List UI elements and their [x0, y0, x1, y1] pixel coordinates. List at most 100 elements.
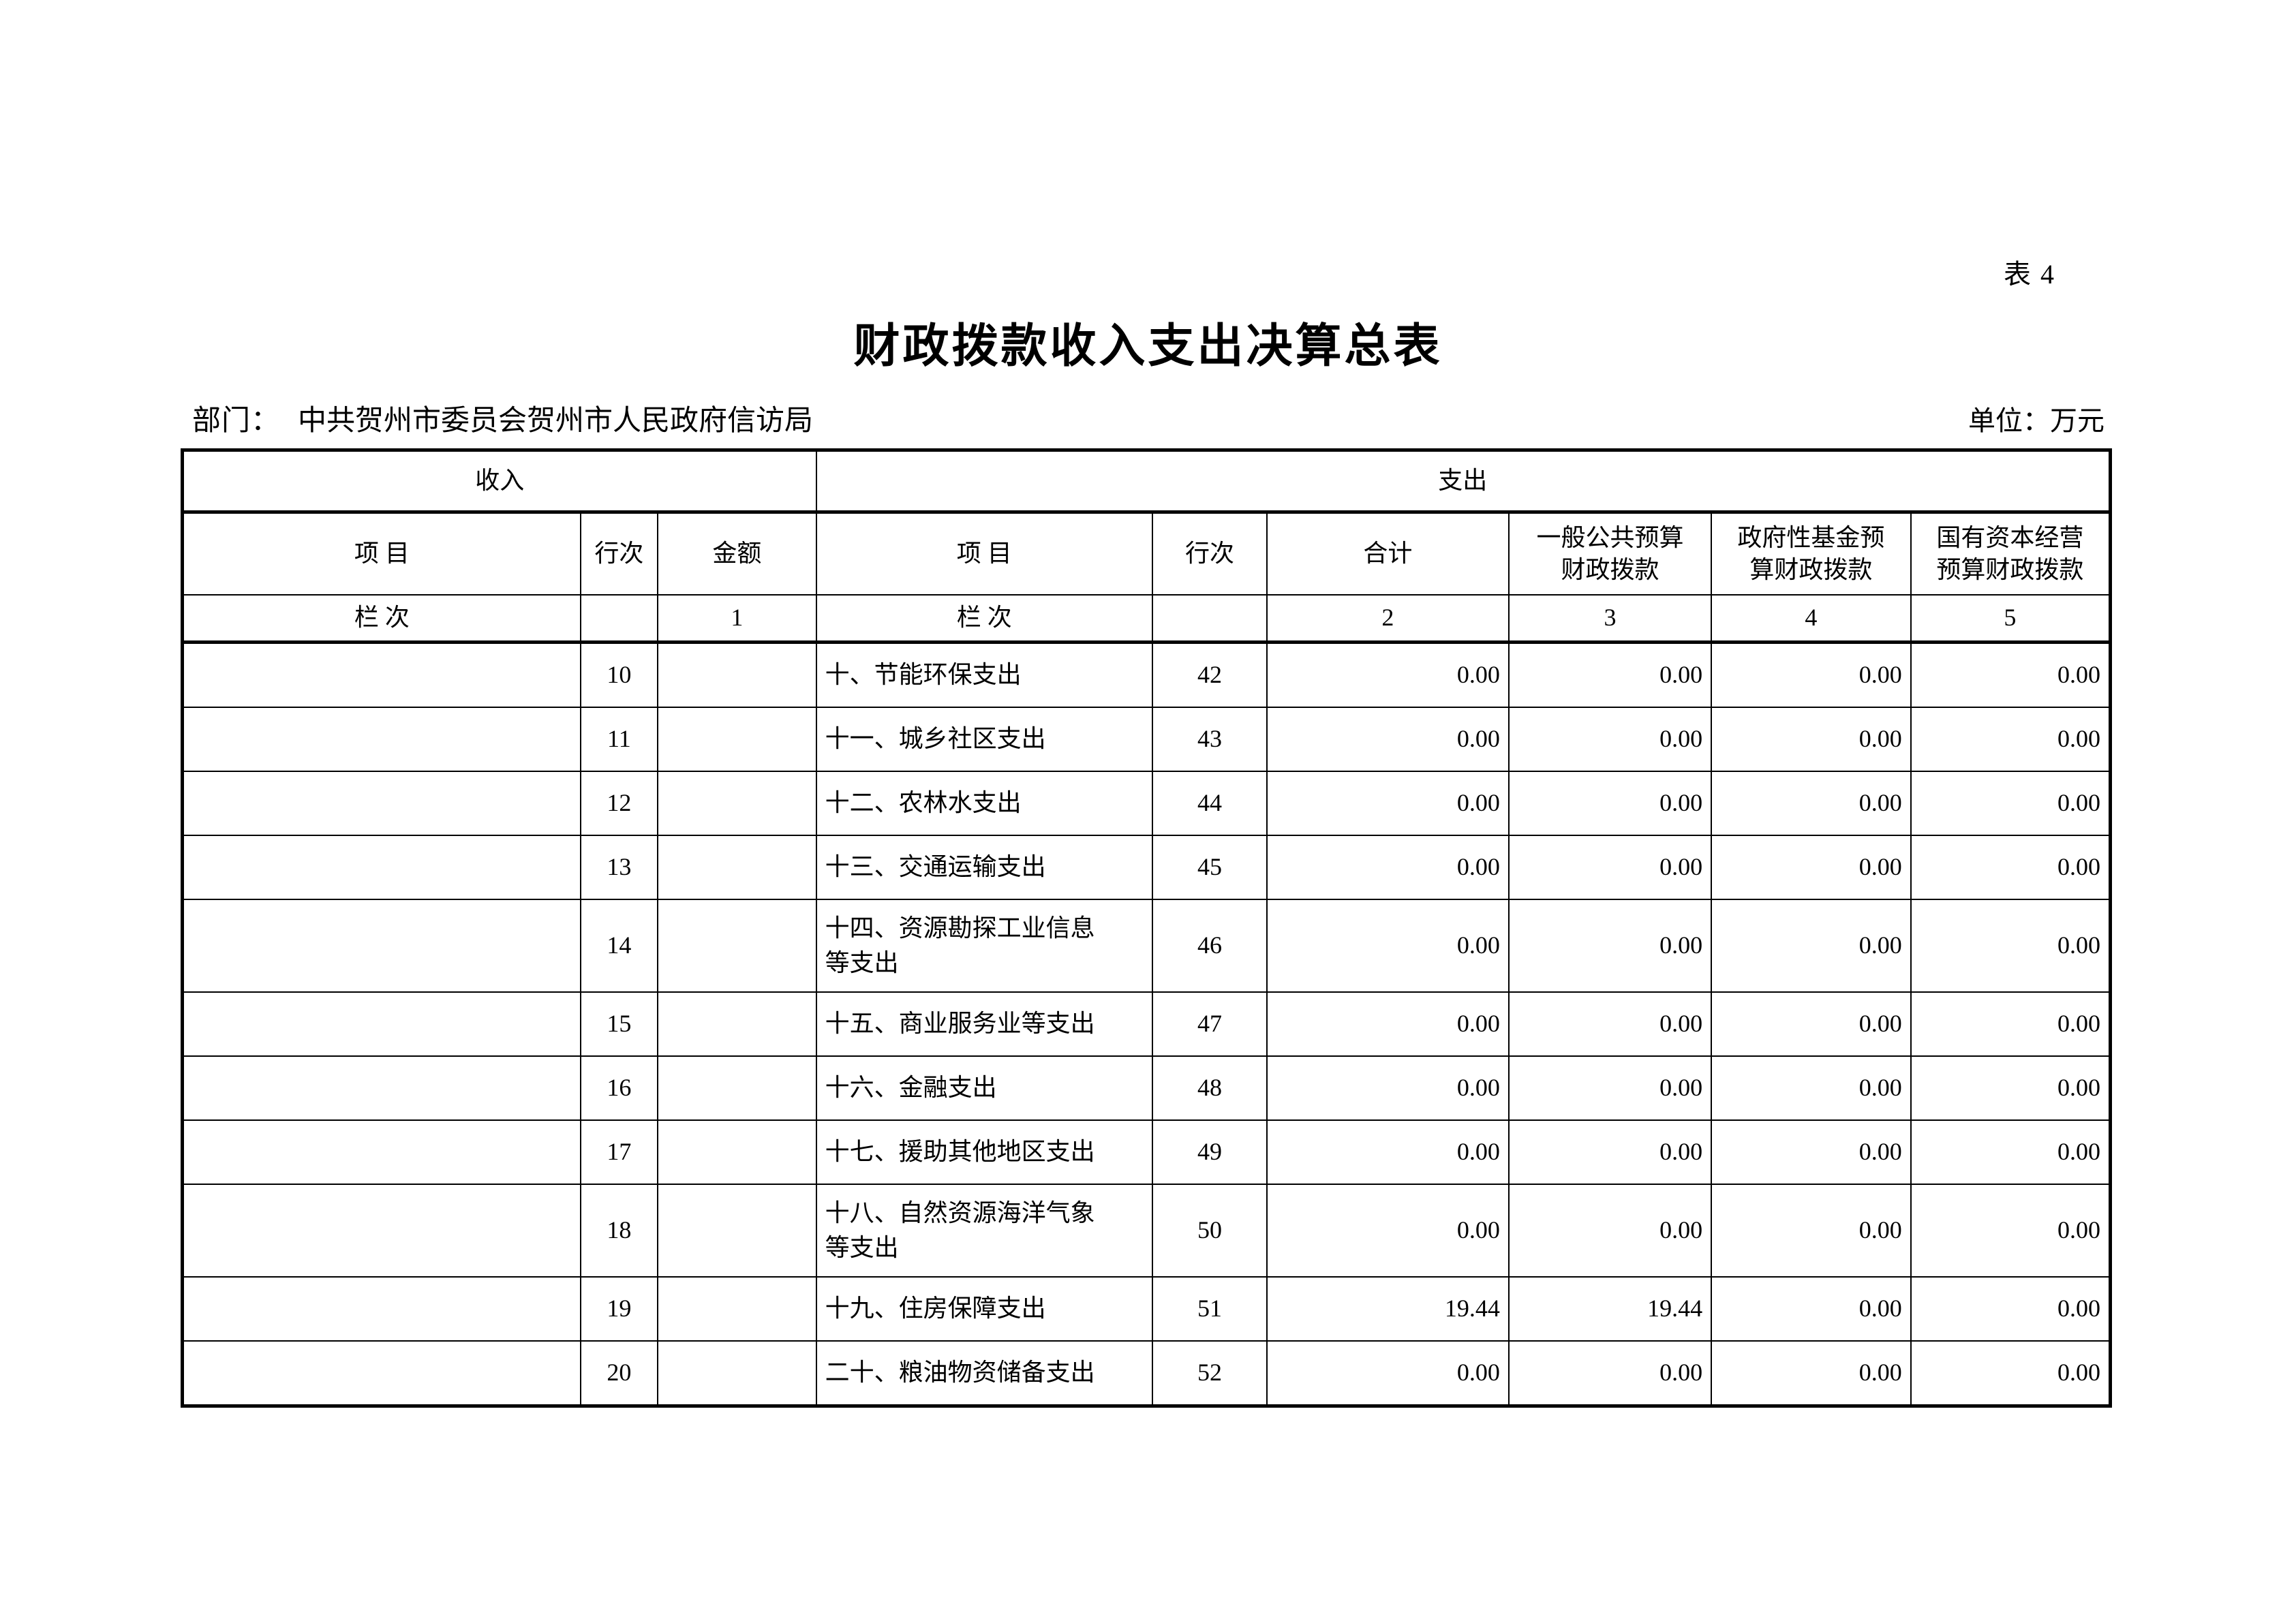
- cell-income-lineno: 18: [579, 1184, 659, 1278]
- table-row: 19 十九、住房保障支出 51 19.44 19.44 0.00 0.00: [181, 1276, 2111, 1342]
- cell-expenditure-general-public-budget: 0.00: [1507, 835, 1713, 900]
- cell-income-lineno: 16: [579, 1055, 659, 1121]
- lane-label-income: 栏 次: [181, 594, 581, 644]
- cell-expenditure-total: 0.00: [1266, 641, 1510, 708]
- cell-income-lineno: 10: [579, 641, 659, 708]
- col-header-line-1: 政府性基金预: [1737, 524, 1885, 552]
- col-header-line-1: 一般公共预算: [1536, 524, 1684, 552]
- cell-expenditure-gov-fund-budget: 0.00: [1711, 899, 1912, 993]
- sheet-number: 表 4: [2004, 259, 2055, 290]
- cell-income-lineno: 15: [579, 991, 659, 1057]
- cell-expenditure-general-public-budget: 0.00: [1507, 1340, 1713, 1407]
- cell-expenditure-general-public-budget: 0.00: [1507, 991, 1713, 1057]
- cell-expenditure-general-public-budget: 19.44: [1507, 1276, 1713, 1342]
- cell-income-amount: [657, 1119, 817, 1185]
- lane-exp-general: 3: [1507, 594, 1713, 644]
- lane-exp-total: 2: [1266, 594, 1510, 644]
- cell-income-item: [181, 1055, 581, 1121]
- cell-expenditure-state-capital-budget: 0.00: [1910, 641, 2111, 708]
- table-row: 18 十八、自然资源海洋气象 等支出 50 0.00 0.00 0.00 0.00: [181, 1184, 2111, 1278]
- cell-expenditure-lineno: 51: [1152, 1276, 1268, 1342]
- cell-income-item: [181, 1119, 581, 1185]
- table-row: 17 十七、援助其他地区支出 49 0.00 0.00 0.00 0.00: [181, 1119, 2111, 1185]
- cell-expenditure-state-capital-budget: 0.00: [1910, 771, 2111, 836]
- cell-income-amount: [657, 1340, 817, 1407]
- cell-expenditure-lineno: 44: [1152, 771, 1268, 836]
- cell-expenditure-gov-fund-budget: 0.00: [1711, 1119, 1912, 1185]
- cell-expenditure-state-capital-budget: 0.00: [1910, 1276, 2111, 1342]
- cell-expenditure-lineno: 42: [1152, 641, 1268, 708]
- cell-expenditure-general-public-budget: 0.00: [1507, 771, 1713, 836]
- cell-income-lineno: 14: [579, 899, 659, 993]
- cell-income-item: [181, 899, 581, 993]
- cell-expenditure-item: 十一、城乡社区支出: [815, 707, 1154, 772]
- table-row: 14 十四、资源勘探工业信息 等支出 46 0.00 0.00 0.00 0.00: [181, 899, 2111, 993]
- cell-income-amount: [657, 707, 817, 772]
- cell-expenditure-lineno: 47: [1152, 991, 1268, 1057]
- cell-expenditure-gov-fund-budget: 0.00: [1711, 1184, 1912, 1278]
- col-header-income-lineno: 行次: [579, 511, 659, 596]
- cell-expenditure-item: 十三、交通运输支出: [815, 835, 1154, 900]
- col-header-exp-item: 项 目: [815, 511, 1154, 596]
- group-header-expenditure: 支出: [815, 449, 2111, 514]
- col-header-line-1: 国有资本经营: [1936, 524, 2084, 552]
- table-row: 16 十六、金融支出 48 0.00 0.00 0.00 0.00: [181, 1055, 2111, 1121]
- column-header-row: 项 目 行次 金额 项 目 行次 合计 一般公共预算 财政拨款 政府性基金预 算…: [181, 511, 2111, 596]
- col-header-exp-state-capital-budget: 国有资本经营 预算财政拨款: [1910, 511, 2111, 596]
- department-label: 部门：: [192, 405, 281, 437]
- cell-expenditure-item: 十二、农林水支出: [815, 771, 1154, 836]
- cell-expenditure-item: 十四、资源勘探工业信息 等支出: [815, 899, 1154, 993]
- cell-expenditure-state-capital-budget: 0.00: [1910, 991, 2111, 1057]
- table-row: 12 十二、农林水支出 44 0.00 0.00 0.00 0.00: [181, 771, 2111, 836]
- cell-expenditure-total: 0.00: [1266, 899, 1510, 993]
- cell-expenditure-total: 0.00: [1266, 835, 1510, 900]
- cell-expenditure-item: 十七、援助其他地区支出: [815, 1119, 1154, 1185]
- cell-expenditure-lineno: 48: [1152, 1055, 1268, 1121]
- unit-label: 单位：万元: [1968, 405, 2104, 436]
- cell-expenditure-item: 二十、粮油物资储备支出: [815, 1340, 1154, 1407]
- cell-expenditure-gov-fund-budget: 0.00: [1711, 641, 1912, 708]
- cell-income-lineno: 12: [579, 771, 659, 836]
- cell-expenditure-general-public-budget: 0.00: [1507, 1184, 1713, 1278]
- cell-income-amount: [657, 1184, 817, 1278]
- col-header-income-amount: 金额: [657, 511, 817, 596]
- page-title: 财政拨款收入支出决算总表: [853, 320, 1443, 373]
- group-header-row: 收入 支出: [181, 449, 2111, 514]
- cell-expenditure-total: 19.44: [1266, 1276, 1510, 1342]
- cell-income-item: [181, 835, 581, 900]
- cell-expenditure-item: 十、节能环保支出: [815, 641, 1154, 708]
- cell-expenditure-item: 十九、住房保障支出: [815, 1276, 1154, 1342]
- department-line: 部门： 中共贺州市委员会贺州市人民政府信访局: [192, 397, 813, 439]
- cell-expenditure-total: 0.00: [1266, 1055, 1510, 1121]
- cell-income-item: [181, 991, 581, 1057]
- group-header-income: 收入: [181, 449, 817, 514]
- budget-table: 收入 支出 项 目 行次 金额 项 目 行次 合计 一般公共预算 财政拨款: [181, 448, 2112, 1408]
- cell-expenditure-gov-fund-budget: 0.00: [1711, 835, 1912, 900]
- lane-income-lineno: [579, 594, 659, 644]
- table-row: 15 十五、商业服务业等支出 47 0.00 0.00 0.00 0.00: [181, 991, 2111, 1057]
- lane-exp-state-capital: 5: [1910, 594, 2111, 644]
- cell-income-amount: [657, 835, 817, 900]
- cell-expenditure-total: 0.00: [1266, 1340, 1510, 1407]
- cell-expenditure-state-capital-budget: 0.00: [1910, 1119, 2111, 1185]
- cell-expenditure-lineno: 45: [1152, 835, 1268, 900]
- lane-label-expenditure: 栏 次: [815, 594, 1154, 644]
- cell-income-item: [181, 641, 581, 708]
- lane-exp-gov-fund: 4: [1711, 594, 1912, 644]
- cell-income-item: [181, 771, 581, 836]
- lane-number-row: 栏 次 1 栏 次 2 3 4 5: [181, 594, 2111, 644]
- cell-expenditure-total: 0.00: [1266, 1119, 1510, 1185]
- cell-expenditure-total: 0.00: [1266, 1184, 1510, 1278]
- col-header-line-2: 算财政拨款: [1749, 556, 1873, 583]
- cell-expenditure-state-capital-budget: 0.00: [1910, 899, 2111, 993]
- cell-expenditure-gov-fund-budget: 0.00: [1711, 771, 1912, 836]
- cell-expenditure-state-capital-budget: 0.00: [1910, 1055, 2111, 1121]
- cell-income-item: [181, 1276, 581, 1342]
- cell-income-lineno: 19: [579, 1276, 659, 1342]
- cell-expenditure-general-public-budget: 0.00: [1507, 1055, 1713, 1121]
- table-row: 13 十三、交通运输支出 45 0.00 0.00 0.00 0.00: [181, 835, 2111, 900]
- lane-exp-lineno: [1152, 594, 1268, 644]
- cell-income-lineno: 17: [579, 1119, 659, 1185]
- cell-expenditure-general-public-budget: 0.00: [1507, 707, 1713, 772]
- lane-income-amount: 1: [657, 594, 817, 644]
